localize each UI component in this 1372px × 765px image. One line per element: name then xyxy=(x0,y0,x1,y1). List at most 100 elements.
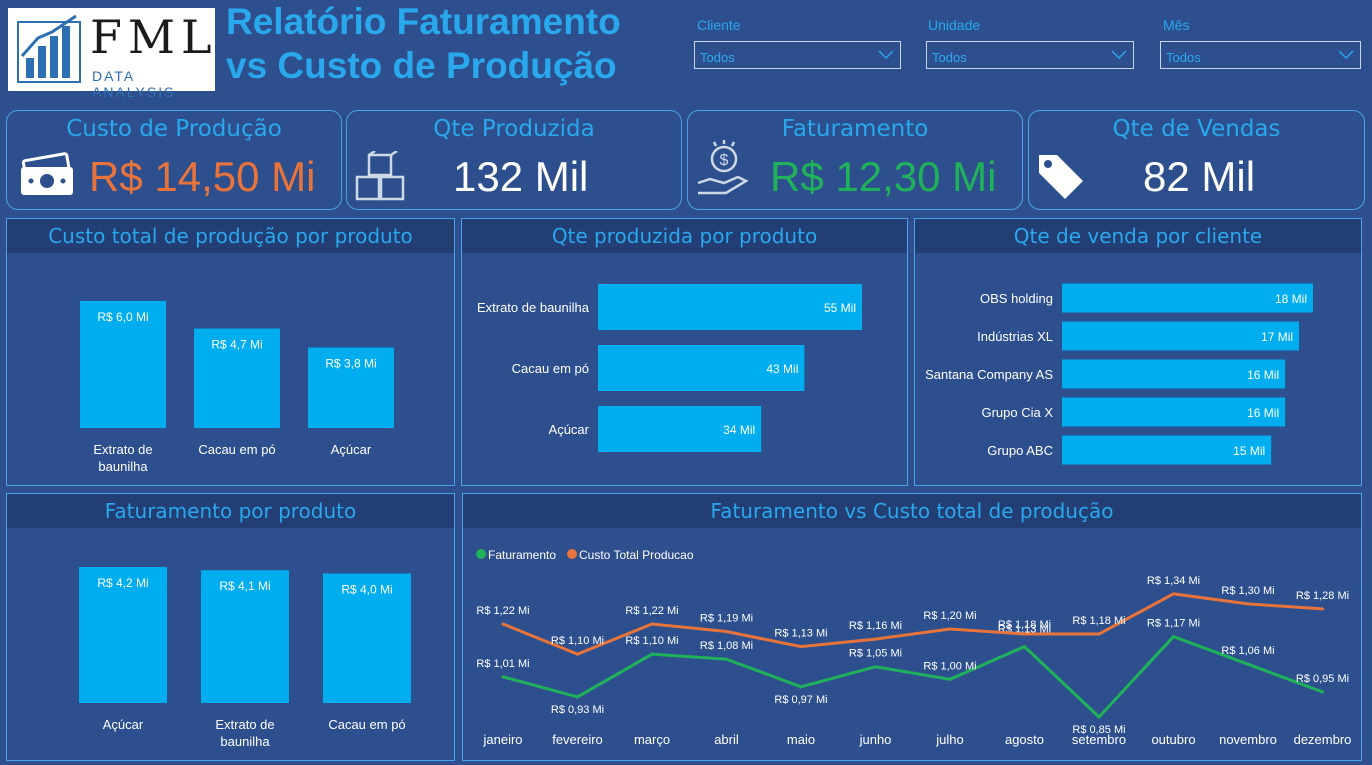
data-label: R$ 4,7 Mi xyxy=(211,338,262,352)
chart-plot-area: R$ 6,0 Mi Extrato de baunilha R$ 4,7 Mi Caca… xyxy=(80,301,394,474)
filter-cliente-dropdown[interactable]: Todos xyxy=(694,41,901,69)
category-label: Extrato de baunilha xyxy=(477,300,590,315)
data-label: R$ 1,22 Mi xyxy=(476,605,529,617)
category-label: Extrato de xyxy=(93,442,152,457)
category-label: Cacau em pó xyxy=(512,361,589,376)
kpi-title: Custo de Produção xyxy=(66,116,282,142)
data-label: R$ 0,97 Mi xyxy=(774,694,827,706)
chevron-down-icon xyxy=(1338,50,1354,60)
chart-title: Qte produzida por produto xyxy=(462,219,907,253)
data-label: R$ 1,13 Mi xyxy=(774,628,827,640)
data-point xyxy=(1246,662,1250,666)
chart-plot-area: Faturamento Custo Total Producao janeiro fe… xyxy=(476,548,1352,747)
x-tick-label: junho xyxy=(859,732,892,747)
chart-qte-produzida-por-produto: Qte produzida por produto 55 Mil Extrato … xyxy=(461,218,908,486)
chevron-down-icon xyxy=(1111,50,1127,60)
x-tick-label: agosto xyxy=(1005,732,1044,747)
filter-unidade-value: Todos xyxy=(932,50,967,65)
page-title: Relatório Faturamento vs Custo de Produç… xyxy=(226,0,621,88)
bar xyxy=(201,570,289,703)
category-label: Cacau em pó xyxy=(198,442,275,457)
data-label: R$ 0,85 Mi xyxy=(1072,724,1125,736)
data-label: R$ 4,1 Mi xyxy=(219,579,270,593)
filter-label-cliente: Cliente xyxy=(697,17,741,33)
chart-title: Qte de venda por cliente xyxy=(915,219,1361,253)
data-label: 15 Mil xyxy=(1233,444,1265,458)
series-line xyxy=(502,634,1324,720)
kpi-card-qte-vendas: Qte de Vendas 82 Mil xyxy=(1028,110,1365,210)
data-point xyxy=(874,665,877,669)
data-label: R$ 1,34 Mi xyxy=(1147,575,1200,587)
data-label: 34 Mil xyxy=(723,423,755,437)
data-point xyxy=(1172,635,1175,639)
chart-custo-por-produto: Custo total de produção por produto R$ 6… xyxy=(6,218,455,486)
data-point xyxy=(650,622,654,626)
filter-unidade-dropdown[interactable]: Todos xyxy=(926,41,1134,69)
x-tick-label: março xyxy=(634,732,670,747)
chart-plot-area: 55 Mil Extrato de baunilha 43 Mil Cacau em … xyxy=(477,284,862,452)
data-label: R$ 1,01 Mi xyxy=(476,658,529,670)
data-label: R$ 3,8 Mi xyxy=(325,357,376,371)
kpi-value: R$ 14,50 Mi xyxy=(89,153,316,200)
x-tick-label: fevereiro xyxy=(552,732,603,747)
kpi-title: Qte de Vendas xyxy=(1112,116,1281,142)
category-label: Indústrias XL xyxy=(977,329,1053,344)
logo: FML DATA ANALYSIS xyxy=(8,8,218,100)
chevron-down-icon xyxy=(878,50,894,60)
logo-text: FML xyxy=(90,10,218,64)
data-point xyxy=(799,645,803,649)
data-label: R$ 1,00 Mi xyxy=(923,660,976,672)
bar xyxy=(598,284,862,330)
x-tick-label: novembro xyxy=(1219,732,1277,747)
data-label: 17 Mil xyxy=(1261,330,1293,344)
category-label: Extrato de xyxy=(215,717,274,732)
kpi-card-qte-produzida: Qte Produzida 132 Mil xyxy=(346,110,682,210)
legend-marker xyxy=(476,549,486,559)
money-icon xyxy=(21,152,73,195)
data-point xyxy=(1321,607,1324,611)
data-label: R$ 1,17 Mi xyxy=(1147,618,1200,630)
bar xyxy=(80,301,166,428)
category-label: Santana Company AS xyxy=(925,367,1053,382)
page-title-line-1: Relatório Faturamento xyxy=(226,1,621,42)
kpi-title: Faturamento xyxy=(781,116,929,142)
data-label: R$ 1,16 Mi xyxy=(849,620,902,632)
bar xyxy=(194,328,280,428)
filter-mes-dropdown[interactable]: Todos xyxy=(1160,41,1361,69)
category-label: OBS holding xyxy=(980,291,1053,306)
chart-plot-area: 18 Mil OBS holding 17 Mil Indústrias XL 16 M… xyxy=(925,283,1313,465)
data-point xyxy=(501,622,505,626)
chart-plot-area: R$ 4,2 Mi Açúcar R$ 4,1 Mi Extrato de baunil… xyxy=(79,567,411,749)
data-label: R$ 1,05 Mi xyxy=(849,648,902,660)
data-label: R$ 1,19 Mi xyxy=(700,613,753,625)
bar xyxy=(1062,321,1300,351)
data-label: R$ 4,2 Mi xyxy=(97,576,148,590)
kpi-value: 132 Mil xyxy=(453,153,589,200)
category-label: baunilha xyxy=(220,734,270,749)
data-label: R$ 1,20 Mi xyxy=(923,610,976,622)
kpi-value: 82 Mil xyxy=(1143,153,1256,200)
data-label: 18 Mil xyxy=(1275,292,1307,306)
category-label: Grupo ABC xyxy=(987,443,1053,458)
bar xyxy=(1062,435,1272,465)
data-label: R$ 1,10 Mi xyxy=(551,635,604,647)
legend-label: Custo Total Producao xyxy=(579,548,694,562)
category-label: Açúcar xyxy=(331,442,372,457)
data-point xyxy=(948,677,952,681)
category-label: Açúcar xyxy=(549,422,590,437)
data-point xyxy=(1023,632,1026,636)
filter-label-mes: Mês xyxy=(1163,17,1190,33)
category-label: Açúcar xyxy=(103,717,144,732)
x-tick-label: setembro xyxy=(1072,732,1126,747)
bar xyxy=(1062,283,1313,313)
data-label: 43 Mil xyxy=(766,362,798,376)
data-point xyxy=(948,627,952,631)
data-point xyxy=(1097,632,1101,636)
legend-label: Faturamento xyxy=(488,548,556,562)
data-label: 55 Mil xyxy=(824,301,856,315)
bar xyxy=(323,573,411,703)
x-tick-label: janeiro xyxy=(482,732,522,747)
x-tick-label: dezembro xyxy=(1294,732,1352,747)
bar xyxy=(1062,397,1286,427)
chart-faturamento-por-produto: Faturamento por produto R$ 4,2 Mi Açúcar R… xyxy=(6,493,455,761)
